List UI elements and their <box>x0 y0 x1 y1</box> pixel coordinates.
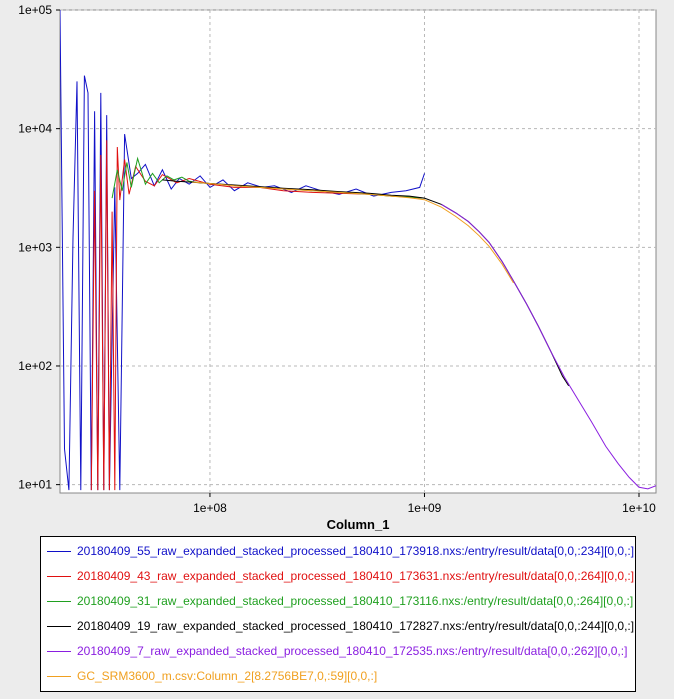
y-tick-label: 1e+01 <box>18 478 52 492</box>
legend-swatch <box>47 625 71 627</box>
legend-item-4[interactable]: 20180409_19_raw_expanded_stacked_process… <box>47 617 634 635</box>
x-tick-label: 1e+10 <box>622 501 656 515</box>
legend-swatch <box>47 675 71 677</box>
chart-svg: 1e+08 1e+09 1e+10 1e+01 1e+02 1e+03 1e+04 1e+05… <box>18 3 657 532</box>
legend-item-3[interactable]: 20180409_31_raw_expanded_stacked_process… <box>47 592 633 610</box>
x-axis-label: Column_1 <box>327 517 390 532</box>
x-tick-label: 1e+09 <box>408 501 442 515</box>
series-line-6 <box>192 181 514 284</box>
legend-swatch <box>47 550 71 552</box>
legend-item-1[interactable]: 20180409_55_raw_expanded_stacked_process… <box>47 542 634 560</box>
chart-plot-area: 1e+08 1e+09 1e+10 1e+01 1e+02 1e+03 1e+04 1e+05… <box>18 3 657 532</box>
legend-label: 20180409_55_raw_expanded_stacked_process… <box>77 544 635 558</box>
legend-swatch <box>47 575 71 577</box>
legend-label: 20180409_43_raw_expanded_stacked_process… <box>77 569 635 583</box>
series-line-5 <box>441 203 656 490</box>
plot-background <box>59 9 657 494</box>
legend-item-6[interactable]: GC_SRM3600_m.csv:Column_2[8.2756BE7,0,:5… <box>47 667 377 685</box>
legend-label: 20180409_7_raw_expanded_stacked_processe… <box>77 644 628 658</box>
x-tick-label: 1e+08 <box>193 501 227 515</box>
legend-label: 20180409_31_raw_expanded_stacked_process… <box>77 594 634 608</box>
legend-item-2[interactable]: 20180409_43_raw_expanded_stacked_process… <box>47 567 634 585</box>
y-tick-label: 1e+04 <box>18 122 52 136</box>
chart-legend: 20180409_55_raw_expanded_stacked_process… <box>40 536 636 692</box>
y-tick-label: 1e+02 <box>18 359 52 373</box>
legend-label: GC_SRM3600_m.csv:Column_2[8.2756BE7,0,:5… <box>77 669 378 683</box>
legend-label: 20180409_19_raw_expanded_stacked_process… <box>77 619 635 633</box>
legend-swatch <box>47 600 71 602</box>
series-line-2 <box>90 140 425 491</box>
legend-item-5[interactable]: 20180409_7_raw_expanded_stacked_processe… <box>47 642 627 660</box>
legend-swatch <box>47 650 71 652</box>
y-tick-label: 1e+03 <box>18 240 52 254</box>
y-tick-label: 1e+05 <box>18 3 52 17</box>
